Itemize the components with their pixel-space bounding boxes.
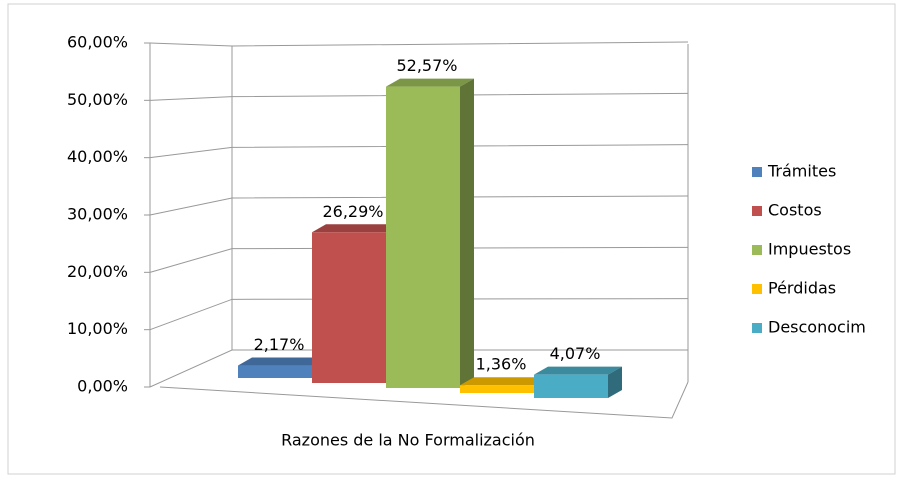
bar-top	[534, 366, 622, 375]
legend-swatch	[752, 323, 762, 333]
y-tick-label: 50,00%	[67, 90, 128, 109]
grid-line	[149, 92, 689, 101]
grid-line	[149, 246, 689, 273]
grid-line	[149, 298, 689, 331]
bar-top	[312, 224, 400, 233]
y-tick-label: 30,00%	[67, 205, 128, 224]
value-label: 2,17%	[254, 335, 305, 354]
grid-line	[149, 41, 689, 47]
y-tick-label: 40,00%	[67, 147, 128, 166]
value-label: 4,07%	[550, 344, 601, 363]
bar-top	[238, 357, 326, 366]
y-tick-label: 20,00%	[67, 262, 128, 281]
y-tick-label: 60,00%	[67, 33, 128, 52]
legend-label: Impuestos	[768, 240, 851, 259]
x-axis-title: Razones de la No Formalización	[281, 431, 535, 450]
legend-swatch	[752, 245, 762, 255]
bar	[386, 86, 460, 388]
bar	[460, 385, 534, 393]
bar-top	[460, 377, 548, 386]
bar	[534, 374, 608, 398]
grid-line	[149, 144, 689, 159]
value-label: 1,36%	[476, 355, 527, 374]
legend-label: Trámites	[767, 162, 836, 181]
y-tick-label: 0,00%	[77, 377, 128, 396]
bar	[238, 365, 312, 378]
y-tick-label: 10,00%	[67, 319, 128, 338]
grid-line	[149, 195, 689, 216]
legend-label: Desconocim	[768, 318, 866, 337]
grid-line	[149, 349, 688, 388]
bar-side	[608, 366, 622, 398]
legend-swatch	[752, 167, 762, 177]
value-label: 26,29%	[322, 202, 383, 221]
legend-label: Costos	[768, 201, 822, 220]
legend-swatch	[752, 206, 762, 216]
bar-side	[460, 78, 474, 388]
bar-top	[386, 78, 474, 87]
floor-edge	[159, 381, 689, 419]
value-label: 52,57%	[396, 56, 457, 75]
bar	[312, 232, 386, 383]
legend-label: Pérdidas	[768, 279, 836, 298]
legend-swatch	[752, 284, 762, 294]
